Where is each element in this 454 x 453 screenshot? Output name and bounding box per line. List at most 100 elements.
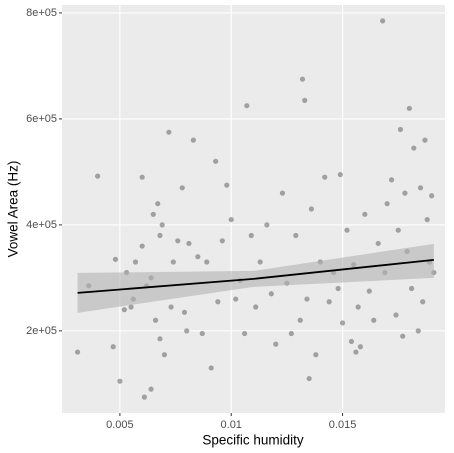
point xyxy=(257,259,263,265)
point xyxy=(279,190,286,196)
point xyxy=(417,185,424,191)
point xyxy=(395,227,401,233)
x-tick-label: 0.015 xyxy=(329,419,357,431)
point xyxy=(313,352,319,358)
point xyxy=(429,193,435,199)
point xyxy=(244,103,250,109)
point xyxy=(186,240,192,247)
point xyxy=(228,216,234,223)
point xyxy=(208,365,214,371)
point xyxy=(117,378,123,384)
point xyxy=(141,394,147,400)
point xyxy=(150,211,156,217)
point xyxy=(335,285,341,292)
fit-line xyxy=(77,258,434,294)
point xyxy=(297,317,303,323)
point xyxy=(273,341,279,347)
y-tick-label: 2e+05 xyxy=(26,325,57,337)
panel xyxy=(62,5,445,413)
point xyxy=(195,254,201,260)
point xyxy=(388,177,395,183)
point xyxy=(95,173,101,179)
point xyxy=(366,288,372,294)
point xyxy=(219,238,225,244)
point xyxy=(326,299,332,305)
point xyxy=(302,97,308,103)
point xyxy=(161,352,168,358)
point xyxy=(424,216,430,223)
marks xyxy=(74,18,437,400)
x-axis-title: Specific humidity xyxy=(202,433,304,448)
y-axis-title: Vowel Area (Hz) xyxy=(6,161,21,258)
point xyxy=(353,349,359,355)
point xyxy=(74,349,81,355)
point xyxy=(112,256,119,262)
point xyxy=(415,328,421,334)
x-tick-label: 0.005 xyxy=(106,419,134,431)
y-tick-label: 4e+05 xyxy=(26,219,57,231)
point xyxy=(348,338,355,345)
point xyxy=(233,296,239,302)
x-tick-label: 0.01 xyxy=(221,419,242,431)
point xyxy=(213,158,219,164)
point xyxy=(152,317,159,323)
point xyxy=(253,304,259,310)
point xyxy=(181,309,188,315)
point xyxy=(168,304,174,310)
point xyxy=(139,174,145,180)
point xyxy=(224,182,230,188)
point xyxy=(148,386,154,392)
point xyxy=(128,304,134,310)
point xyxy=(393,312,399,318)
point xyxy=(371,317,377,323)
point xyxy=(166,129,172,135)
point xyxy=(155,201,161,207)
point xyxy=(157,336,163,342)
point xyxy=(406,105,412,111)
y-tick-label: 8e+05 xyxy=(26,7,57,19)
grid xyxy=(62,5,445,413)
point xyxy=(308,206,314,212)
point xyxy=(199,330,205,337)
point xyxy=(190,137,196,143)
point xyxy=(380,18,386,24)
point xyxy=(215,299,221,305)
point xyxy=(420,299,426,305)
point xyxy=(422,137,428,143)
point xyxy=(268,291,274,297)
point xyxy=(132,259,139,265)
point xyxy=(384,201,390,207)
point xyxy=(397,126,404,133)
point xyxy=(375,240,381,247)
point xyxy=(179,185,185,191)
point xyxy=(121,307,127,313)
point xyxy=(355,304,361,310)
point xyxy=(204,259,210,265)
point xyxy=(110,344,116,350)
point xyxy=(159,222,165,228)
point xyxy=(408,285,415,292)
y-tick-label: 6e+05 xyxy=(26,113,57,125)
point xyxy=(402,190,408,196)
point xyxy=(322,174,328,180)
point xyxy=(241,330,248,337)
point xyxy=(411,145,417,151)
point xyxy=(170,259,176,265)
point xyxy=(339,320,346,326)
point xyxy=(184,328,190,334)
point xyxy=(299,76,306,82)
point xyxy=(139,243,145,249)
point xyxy=(337,171,343,178)
point xyxy=(362,211,368,217)
point xyxy=(344,227,350,233)
point xyxy=(157,232,163,239)
point xyxy=(357,344,363,350)
point xyxy=(264,222,270,228)
point xyxy=(175,238,181,244)
point xyxy=(248,232,254,239)
point xyxy=(288,330,294,337)
point xyxy=(400,333,406,339)
point xyxy=(306,375,312,382)
point xyxy=(304,296,310,302)
